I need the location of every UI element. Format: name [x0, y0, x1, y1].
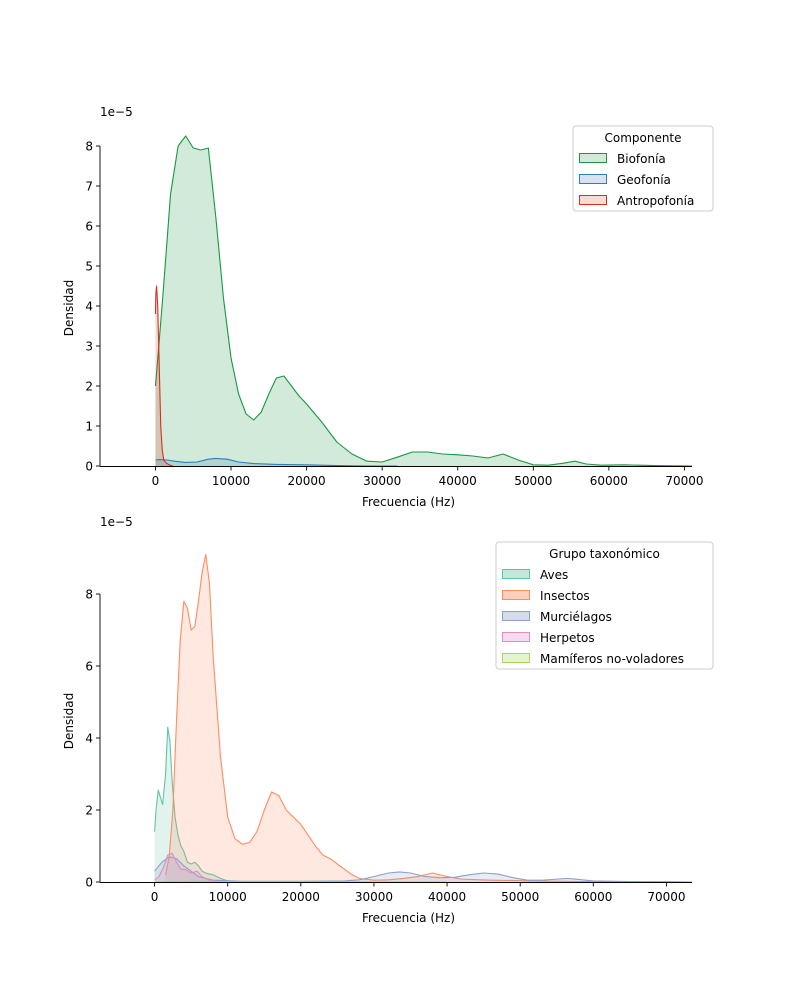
series-line: [154, 135, 693, 467]
legend-entry-label: Murciélagos: [540, 610, 612, 624]
y-tick-label: 0: [85, 876, 93, 890]
y-tick-label: 6: [85, 660, 93, 674]
y-tick-label: 7: [85, 180, 93, 194]
legend: Grupo taxonómico Aves Insectos Murciélagos H…: [495, 541, 714, 670]
x-tick-label: 50000: [514, 474, 552, 488]
y-tick-label: 6: [85, 220, 93, 234]
x-tick-label: 0: [152, 474, 160, 488]
y-tick-label: 3: [85, 340, 93, 354]
x-tick-label: 50000: [501, 890, 539, 904]
legend-frame: [572, 125, 714, 212]
series-line: [154, 880, 448, 883]
y-offset-label: 1e−5: [100, 515, 133, 529]
y-tick-label: 8: [85, 588, 93, 602]
x-tick-label: 60000: [590, 474, 628, 488]
legend-entry-label: Herpetos: [540, 631, 595, 645]
legend-swatch: [502, 611, 530, 621]
legend: Componente Biofonía Geofonía Antropofonía: [572, 125, 714, 212]
series-group: [154, 135, 693, 467]
x-tick-label: 30000: [363, 474, 401, 488]
x-tick-label: 70000: [665, 474, 703, 488]
series-line: [154, 285, 173, 467]
y-tick-label: 0: [85, 460, 93, 474]
legend-entry-label: Geofonía: [617, 173, 671, 187]
y-tick-label: 2: [85, 804, 93, 818]
legend-swatch: [502, 632, 530, 642]
legend-title: Componente: [604, 131, 681, 145]
series-line: [154, 726, 236, 883]
legend-entry-label: Biofonía: [617, 152, 666, 166]
series-line: [165, 553, 667, 883]
legend-swatch: [502, 569, 530, 579]
legend-title: Grupo taxonómico: [549, 547, 660, 561]
legend-swatch: [579, 153, 607, 163]
legend-frame: [495, 541, 714, 670]
y-axis-label: Densidad: [62, 693, 76, 749]
x-tick-label: 0: [151, 890, 159, 904]
x-tick-label: 40000: [428, 890, 466, 904]
series-line: [155, 457, 398, 467]
y-tick-label: 8: [85, 140, 93, 154]
y-tick-label: 4: [85, 732, 93, 746]
y-tick-label: 5: [85, 260, 93, 274]
x-tick-label: 30000: [355, 890, 393, 904]
series-area: [155, 286, 173, 466]
x-tick-label: 60000: [574, 890, 612, 904]
series-area: [165, 554, 667, 882]
legend-swatch: [579, 174, 607, 184]
y-axis-label: Densidad: [62, 280, 76, 336]
legend-entry-label: Mamíferos no-voladores: [540, 652, 684, 666]
series-line: [154, 852, 221, 883]
x-tick-label: 10000: [212, 474, 250, 488]
series-area: [154, 853, 221, 882]
legend-swatch: [502, 653, 530, 663]
x-axis-label: Frecuencia (Hz): [362, 911, 455, 925]
y-tick-label: 2: [85, 380, 93, 394]
x-axis-label: Frecuencia (Hz): [362, 495, 455, 509]
x-tick-label: 40000: [439, 474, 477, 488]
x-tick-label: 20000: [287, 474, 325, 488]
series-line: [154, 856, 693, 883]
y-tick-label: 1: [85, 420, 93, 434]
x-tick-label: 20000: [282, 890, 320, 904]
legend-entry-label: Insectos: [540, 589, 590, 603]
y-tick-label: 4: [85, 300, 93, 314]
legend-entry-label: Aves: [540, 568, 568, 582]
series-area: [155, 458, 398, 466]
panel-componente: 0 10000 20000 30000 40000 50000 60000 70000 0 1 2 3…: [62, 105, 714, 509]
x-tick-label: 10000: [209, 890, 247, 904]
series-area: [154, 727, 236, 882]
legend-swatch: [579, 195, 607, 205]
series-group: [154, 553, 693, 883]
legend-swatch: [502, 590, 530, 600]
panel-grupo-taxonomico: 0 10000 20000 30000 40000 50000 60000 70000 0 2 4 6…: [62, 515, 714, 925]
y-offset-label: 1e−5: [100, 105, 133, 119]
x-tick-label: 70000: [647, 890, 685, 904]
legend-entry-label: Antropofonía: [617, 194, 694, 208]
